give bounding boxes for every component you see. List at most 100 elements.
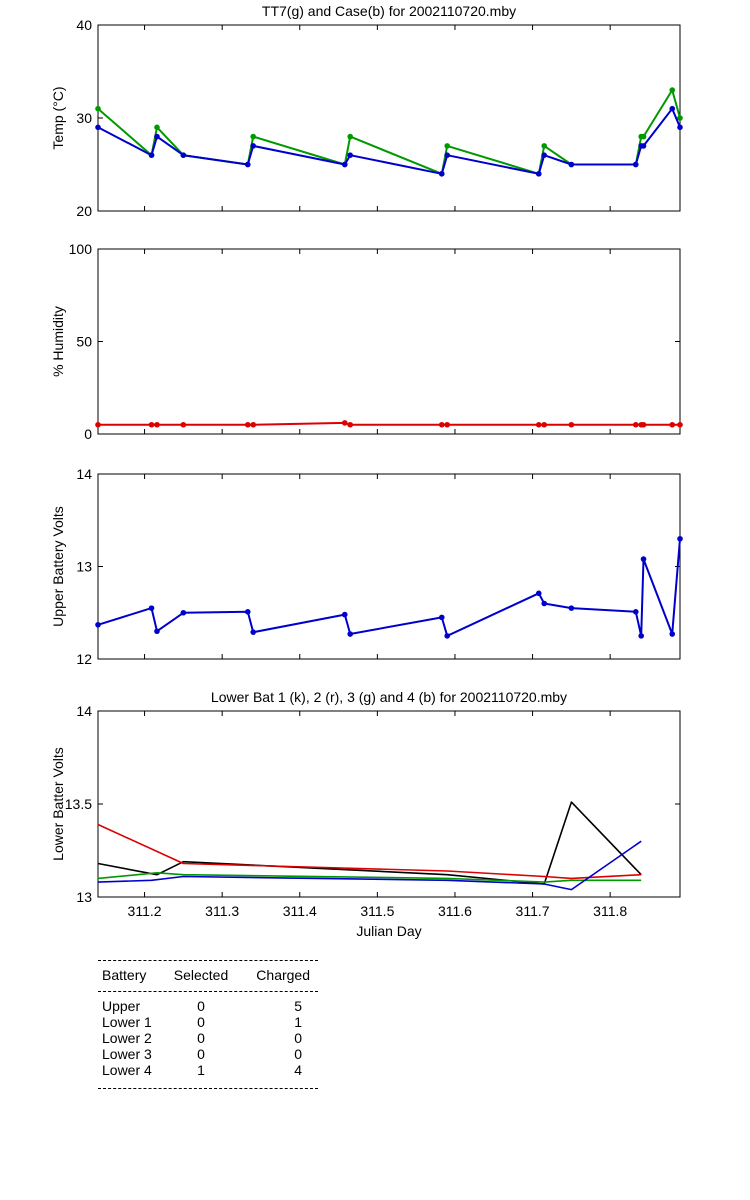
y-tick-label: 20	[76, 203, 92, 219]
data-point	[347, 152, 354, 158]
x-tick-label: 311.3	[205, 903, 239, 919]
data-point	[535, 421, 542, 428]
y-tick-label: 30	[76, 110, 92, 126]
plot-frame	[97, 24, 681, 212]
data-point	[640, 556, 647, 562]
y-axis-label: % Humidity	[50, 306, 66, 377]
data-point	[632, 161, 639, 168]
y-tick-label: 40	[76, 17, 92, 33]
plot-frame	[97, 248, 681, 435]
table-header-row: Battery Selected Charged	[98, 961, 318, 991]
data-point	[444, 152, 451, 158]
data-point	[640, 133, 647, 140]
data-point	[535, 590, 542, 597]
table-row: Lower 3 0 0	[98, 1046, 318, 1062]
cell-selected: 1	[197, 1062, 205, 1078]
y-tick-label: 12	[76, 651, 92, 667]
x-tick-label: 311.2	[128, 903, 162, 919]
cell-selected: 0	[197, 1046, 205, 1062]
table-row: Lower 2 0 0	[98, 1030, 318, 1046]
series-line	[97, 107, 681, 175]
data-point	[568, 421, 575, 428]
data-point	[148, 605, 155, 611]
table-row: Lower 1 0 1	[98, 1014, 318, 1030]
cell-battery: Lower 3	[102, 1046, 152, 1062]
data-point	[669, 87, 676, 93]
data-point	[669, 421, 676, 428]
series-line	[97, 840, 642, 891]
y-tick-label: 14	[76, 703, 92, 719]
y-tick-label: 13.5	[65, 796, 92, 812]
series-line	[97, 538, 681, 637]
x-tick-label: 311.8	[593, 903, 627, 919]
chart-panel: 20 30 40 TT7(g) and Case(b) for 2002110720.…	[50, 3, 683, 219]
y-axis-label: Temp (°C)	[50, 86, 66, 149]
data-point	[250, 421, 256, 428]
cell-battery: Lower 4	[102, 1062, 152, 1078]
chart-figure: 20 30 40 TT7(g) and Case(b) for 2002110720.…	[50, 3, 683, 939]
chart-title: Lower Bat 1 (k), 2 (r), 3 (g) and 4 (b) …	[211, 689, 567, 705]
x-tick-label: 311.7	[516, 903, 550, 919]
data-point	[444, 143, 451, 149]
data-point	[95, 421, 101, 428]
cell-battery: Upper	[102, 998, 141, 1014]
data-point	[244, 421, 251, 428]
data-point	[677, 421, 683, 428]
data-point	[541, 152, 547, 158]
data-point	[148, 152, 155, 158]
data-point	[444, 633, 451, 639]
data-point	[438, 421, 445, 428]
data-point	[154, 133, 160, 140]
data-point	[568, 161, 575, 168]
data-point	[95, 105, 101, 112]
table-rule-mid	[98, 991, 318, 992]
data-point	[180, 609, 187, 616]
series-line	[97, 871, 642, 883]
data-point	[347, 133, 354, 140]
y-axis-label: Upper Battery Volts	[50, 506, 66, 627]
y-tick-label: 13	[76, 559, 92, 575]
x-axis-label: Julian Day	[356, 923, 421, 939]
cell-charged: 0	[294, 1030, 302, 1046]
data-point	[154, 628, 160, 635]
table-rule-bottom	[98, 1088, 318, 1089]
data-point	[347, 631, 354, 637]
data-point	[250, 143, 256, 149]
cell-battery: Lower 1	[102, 1014, 152, 1030]
cell-charged: 0	[294, 1046, 302, 1062]
chart-panel: 12 13 14 Upper Battery Volts	[50, 466, 683, 667]
data-point	[677, 124, 683, 131]
data-point	[341, 420, 348, 426]
data-point	[541, 421, 547, 428]
data-point	[341, 161, 348, 168]
data-point	[95, 124, 101, 131]
data-point	[632, 609, 639, 615]
data-point	[677, 115, 683, 121]
series-line	[97, 107, 572, 175]
cell-selected: 0	[197, 998, 205, 1014]
cell-charged: 4	[294, 1062, 302, 1078]
cell-charged: 5	[294, 998, 302, 1014]
series-line	[97, 823, 642, 880]
data-point	[347, 421, 354, 428]
data-point	[640, 143, 647, 149]
data-point	[148, 421, 155, 428]
data-point	[669, 105, 676, 112]
plot-frame	[97, 473, 681, 660]
data-point	[180, 152, 187, 158]
data-point	[250, 133, 256, 140]
battery-stats-table: Battery Selected Charged Upper 0 5 Lower…	[98, 960, 318, 1089]
cell-selected: 0	[197, 1014, 205, 1030]
data-point	[341, 611, 348, 618]
table-row: Lower 4 1 4	[98, 1062, 318, 1078]
data-point	[568, 605, 575, 611]
data-point	[250, 629, 256, 635]
x-tick-label: 311.6	[438, 903, 472, 919]
data-point	[677, 535, 683, 542]
data-point	[669, 631, 676, 637]
data-point	[438, 171, 445, 177]
data-point	[535, 171, 542, 177]
table-row: Upper 0 5	[98, 998, 318, 1014]
data-point	[444, 421, 451, 428]
chart-panel: 0 50 100 % Humidity	[50, 241, 683, 442]
